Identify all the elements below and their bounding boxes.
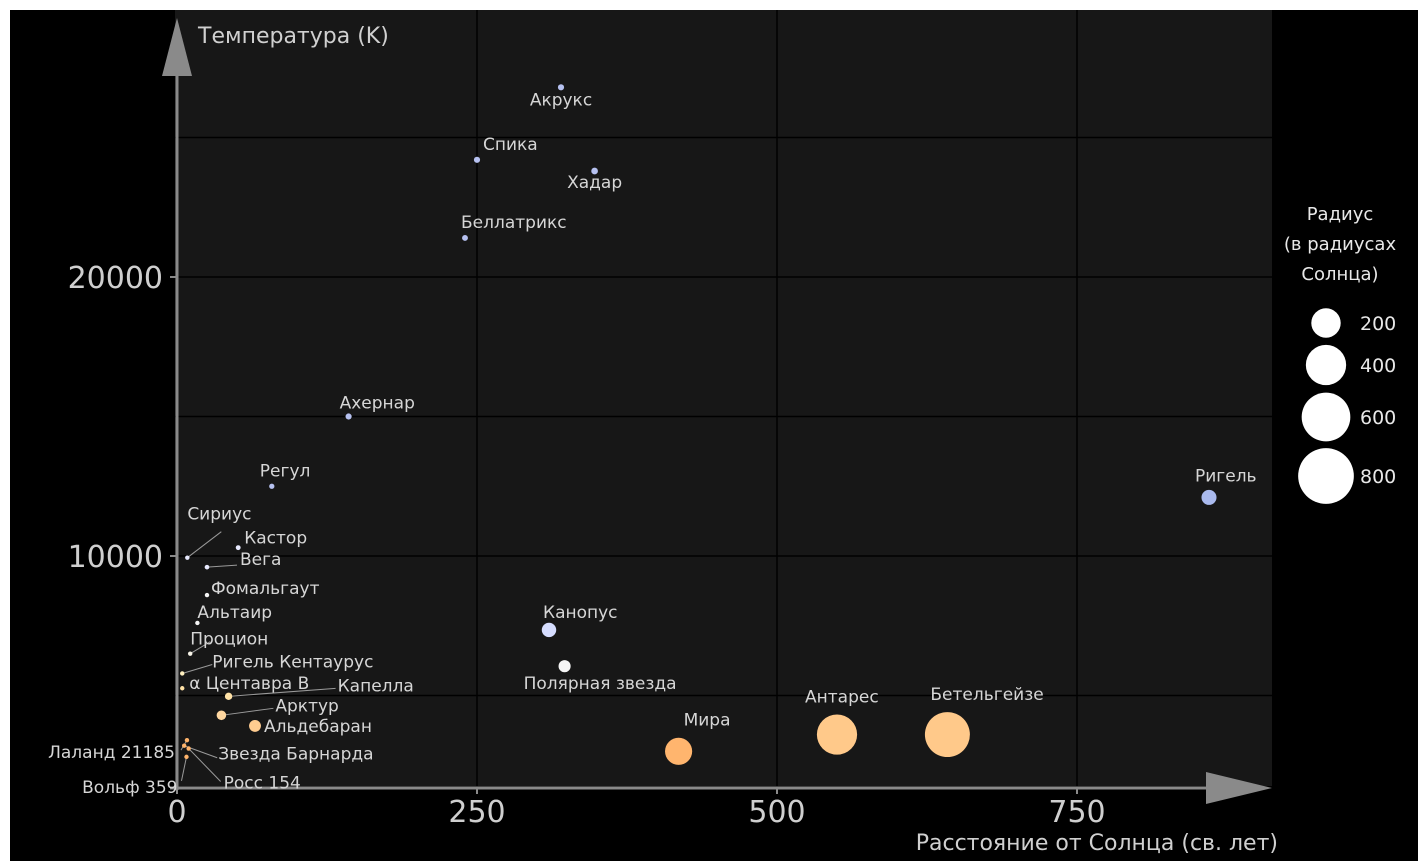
legend-title-line: Радиус xyxy=(1307,204,1374,225)
x-axis-arrow xyxy=(1206,772,1272,804)
star-label: Процион xyxy=(190,630,268,650)
legend-bubble xyxy=(1311,308,1341,338)
star-point xyxy=(182,743,187,748)
star-point xyxy=(345,413,352,420)
star-label: Беллатрикс xyxy=(461,213,567,233)
star-label: Ригель xyxy=(1195,466,1257,486)
star-point xyxy=(184,737,190,743)
star-label: Альдебаран xyxy=(264,717,372,737)
star-label: Вега xyxy=(240,550,281,570)
leader-line xyxy=(180,756,187,781)
star-label: Ригель Кентаурус xyxy=(212,652,373,672)
star-point xyxy=(557,84,565,91)
star-point xyxy=(195,620,200,626)
leader-line xyxy=(187,531,222,559)
grid xyxy=(175,10,1272,786)
star-label: Антарес xyxy=(805,687,879,707)
y-tick-label: 20000 xyxy=(68,261,163,296)
star-label: Хадар xyxy=(567,173,622,193)
x-tick-label: 0 xyxy=(167,795,186,830)
data-points xyxy=(180,84,1217,765)
x-tick-label: 500 xyxy=(748,795,805,830)
star-label: Фомальгаут xyxy=(211,579,320,599)
star-scatter-chart: 0 250 500 750 10000 20000 Температура (K) Расст… xyxy=(48,10,1397,856)
leader-line xyxy=(221,707,274,716)
star-label: Вольф 359 xyxy=(82,778,177,798)
legend-value: 200 xyxy=(1360,313,1396,335)
star-label: Мира xyxy=(684,711,731,731)
star-point xyxy=(541,622,557,638)
label-leader-lines xyxy=(180,531,336,782)
star-label: Бетельгейзе xyxy=(930,685,1043,705)
star-label: Ахернар xyxy=(340,394,415,414)
star-point xyxy=(224,692,233,701)
star-point xyxy=(816,714,858,755)
legend-bubble xyxy=(1305,344,1347,386)
star-label: Полярная звезда xyxy=(524,674,677,694)
star-point xyxy=(591,167,598,175)
size-legend: Радиус (в радиусах Солнца) 200 400 600 800 xyxy=(1284,204,1397,504)
legend-bubble xyxy=(1298,448,1354,504)
star-label: Росс 154 xyxy=(224,774,301,794)
y-axis-title: Температура (K) xyxy=(197,24,389,49)
star-point xyxy=(235,545,241,551)
x-axis-title: Расстояние от Солнца (св. лет) xyxy=(916,831,1278,856)
star-label: Лаланд 21185 xyxy=(48,743,175,763)
star-point xyxy=(269,483,275,489)
star-point xyxy=(216,710,227,721)
star-point xyxy=(204,592,210,598)
star-point xyxy=(473,156,481,163)
x-tick-label: 750 xyxy=(1048,795,1105,830)
y-axis-arrow xyxy=(162,18,192,76)
legend-value: 400 xyxy=(1360,355,1396,377)
star-point xyxy=(185,555,190,560)
star-label: Арктур xyxy=(275,696,338,716)
star-point xyxy=(249,719,261,732)
axes: 0 250 500 750 10000 20000 Температура (K) Расст… xyxy=(68,18,1278,856)
legend-value: 600 xyxy=(1360,407,1396,429)
star-label: Акрукс xyxy=(530,90,592,110)
legend-value: 800 xyxy=(1360,466,1396,488)
chart-canvas: 0 250 500 750 10000 20000 Температура (K) Расст… xyxy=(10,10,1418,861)
star-point xyxy=(665,737,693,765)
legend-bubble xyxy=(1301,392,1351,442)
x-tick-label: 250 xyxy=(448,795,505,830)
leader-line xyxy=(182,663,213,674)
star-point xyxy=(187,651,193,656)
star-point xyxy=(186,746,191,751)
star-label: Канопус xyxy=(543,603,618,623)
leader-line xyxy=(188,748,221,782)
star-label: α Центавра B xyxy=(189,674,309,694)
leader-line xyxy=(228,687,336,697)
star-point xyxy=(924,712,970,758)
star-point xyxy=(204,564,210,570)
star-point xyxy=(1201,489,1217,505)
star-label: Спика xyxy=(483,135,538,155)
star-label: Сириус xyxy=(187,505,251,525)
star-label: Альтаир xyxy=(197,603,272,623)
star-point xyxy=(184,754,189,760)
legend-title-line: (в радиусах xyxy=(1284,234,1397,255)
leader-line xyxy=(189,641,211,655)
y-tick-label: 10000 xyxy=(68,540,163,575)
star-label: Капелла xyxy=(338,676,414,696)
plot-area xyxy=(175,10,1272,786)
star-point xyxy=(558,660,571,673)
star-label: Звезда Барнарда xyxy=(218,745,373,765)
star-label: Кастор xyxy=(244,529,307,549)
star-point xyxy=(180,686,185,691)
legend-title-line: Солнца) xyxy=(1301,264,1378,285)
star-point xyxy=(462,234,468,241)
star-label: Регул xyxy=(260,461,311,481)
star-point xyxy=(180,671,185,676)
leader-line xyxy=(206,564,238,568)
